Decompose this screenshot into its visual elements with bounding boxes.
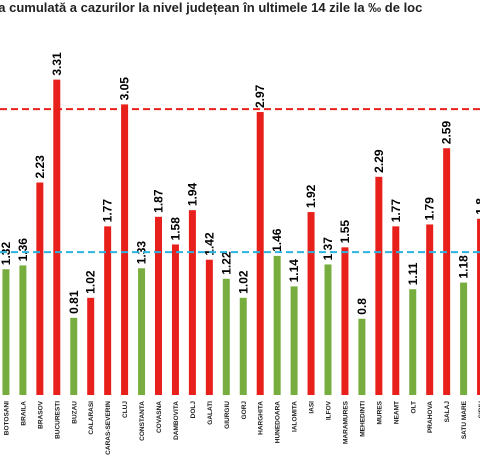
value-label-4: 2.23 <box>33 155 47 179</box>
value-label-7: 1.02 <box>84 270 98 294</box>
category-label-11: COVASNA <box>156 401 163 433</box>
category-label-30: SIBIU <box>478 401 480 419</box>
bar-10 <box>138 268 146 395</box>
value-label-24: 2.29 <box>372 149 386 173</box>
bar-7 <box>87 297 95 395</box>
bar-18 <box>273 255 281 395</box>
bar-29 <box>460 282 468 395</box>
category-label-23: MEHEDINTI <box>359 401 366 437</box>
category-label-25: NEAMT <box>393 401 400 424</box>
value-label-17: 2.97 <box>253 84 267 108</box>
category-label-20: IASI <box>309 401 316 414</box>
value-label-14: 1.42 <box>202 232 216 256</box>
value-label-30: 1.8 <box>474 198 480 215</box>
value-label-21: 1.37 <box>321 237 335 261</box>
category-label-21: ILFOV <box>326 400 333 420</box>
value-label-23: 0.8 <box>355 298 369 315</box>
category-label-2: BOTOSANI <box>3 401 10 435</box>
bar-9 <box>121 104 129 396</box>
chart-title: nța cumulată a cazurilor la nivel județe… <box>0 0 423 15</box>
bar-2 <box>2 269 10 395</box>
value-label-26: 1.11 <box>406 262 420 285</box>
category-label-13: DOLJ <box>190 401 197 419</box>
bar-13 <box>188 210 196 395</box>
value-label-6: 0.81 <box>67 290 81 314</box>
category-label-29: SATU MARE <box>461 400 468 439</box>
category-label-3: BRAILA <box>20 401 27 426</box>
value-label-22: 1.55 <box>338 220 352 244</box>
category-label-5: BUCURESTI <box>54 401 61 439</box>
category-label-12: DAMBOVITA <box>173 401 180 440</box>
value-label-9: 3.05 <box>118 77 132 101</box>
value-label-12: 1.58 <box>168 217 182 241</box>
value-label-28: 2.59 <box>440 121 454 145</box>
value-label-2: 1.32 <box>0 242 13 266</box>
bar-8 <box>104 226 112 395</box>
category-label-9: CLUJ <box>122 401 129 418</box>
value-label-19: 1.14 <box>287 259 301 283</box>
value-label-15: 1.22 <box>219 251 233 275</box>
bar-25 <box>392 226 400 395</box>
category-label-14: GALATI <box>207 401 214 425</box>
bar-26 <box>409 289 417 395</box>
bar-6 <box>70 317 78 395</box>
value-label-29: 1.18 <box>457 255 471 279</box>
category-label-27: PRAHOVA <box>427 401 434 433</box>
category-label-4: BRASOV <box>37 400 44 428</box>
bar-12 <box>171 244 179 395</box>
category-label-28: SALAJ <box>444 401 451 423</box>
bar-11 <box>155 216 162 395</box>
bar-30 <box>477 218 480 395</box>
category-label-24: MURES <box>376 400 383 424</box>
category-label-22: MARAMURES <box>342 400 349 444</box>
bar-27 <box>426 224 434 395</box>
category-label-15: GIURGIU <box>224 401 231 429</box>
bar-19 <box>290 286 298 395</box>
category-label-7: CALARASI <box>88 401 95 435</box>
value-label-25: 1.77 <box>389 199 403 223</box>
bar-22 <box>341 247 349 395</box>
bar-4 <box>36 182 44 395</box>
category-label-8: CARAS-SEVERIN <box>105 401 112 455</box>
bar-17 <box>256 112 264 396</box>
value-label-11: 1.87 <box>152 189 166 213</box>
category-label-18: HUNEDOARA <box>275 401 282 444</box>
category-label-26: OLT <box>410 401 417 414</box>
value-label-3: 1.36 <box>16 238 30 262</box>
value-label-8: 1.77 <box>101 199 115 223</box>
value-label-10: 1.33 <box>135 241 149 265</box>
value-label-20: 1.92 <box>304 184 318 208</box>
bar-20 <box>307 212 315 395</box>
bar-24 <box>375 176 383 395</box>
value-label-27: 1.79 <box>423 197 437 221</box>
bar-28 <box>443 148 451 395</box>
value-label-5: 3.31 <box>50 52 64 76</box>
category-label-19: IALOMITA <box>292 401 299 432</box>
bar-15 <box>222 278 230 395</box>
bar-5 <box>53 79 61 395</box>
category-label-16: GORJ <box>241 401 248 420</box>
category-label-6: BUZAU <box>71 401 78 424</box>
value-label-16: 1.02 <box>236 270 250 294</box>
bar-3 <box>19 265 27 395</box>
value-label-13: 1.94 <box>185 182 199 206</box>
bar-14 <box>205 259 213 395</box>
bar-21 <box>324 264 332 395</box>
category-label-10: CONSTANTA <box>139 401 146 441</box>
bar-16 <box>239 297 247 395</box>
bar-23 <box>358 318 366 395</box>
value-label-18: 1.46 <box>270 228 284 252</box>
category-label-17: HARGHITA <box>258 401 265 435</box>
